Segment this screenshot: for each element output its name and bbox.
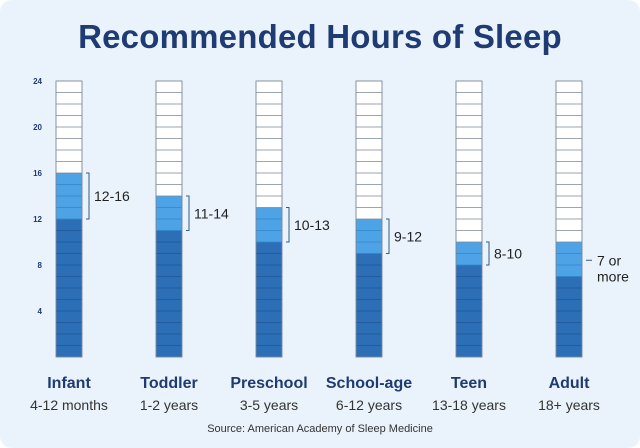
range-label-5: 7 or more (597, 252, 629, 284)
y-tick-label: 20 (33, 123, 42, 132)
range-bracket-4 (486, 241, 490, 266)
bar-minimum-3 (356, 253, 382, 357)
y-tick-label: 12 (33, 215, 42, 224)
category-label-4: Teen (451, 375, 487, 392)
range-label-1: 11-14 (194, 205, 229, 221)
category-label-3: School-age (326, 375, 412, 392)
range-bracket-2 (286, 207, 290, 243)
bar-range-5 (556, 242, 582, 277)
category-subtitle-0: 4-12 months (30, 397, 108, 413)
bar-range-1 (156, 196, 182, 231)
category-label-2: Preschool (230, 375, 307, 392)
bar-outline-4 (455, 80, 483, 358)
bar-range-2 (256, 207, 282, 242)
bar-outline-1 (155, 80, 183, 358)
category-label-1: Toddler (140, 375, 197, 392)
y-tick-label: 8 (38, 261, 43, 270)
range-label-3: 9-12 (394, 228, 422, 244)
bar-outline-5 (555, 80, 583, 358)
category-subtitle-1: 1-2 years (140, 397, 198, 413)
bar-outline-2 (255, 80, 283, 358)
range-bracket-3 (386, 218, 390, 254)
range-bracket-0 (86, 172, 90, 220)
category-subtitle-2: 3-5 years (240, 397, 298, 413)
range-bracket-1 (186, 195, 190, 231)
category-subtitle-3: 6-12 years (336, 397, 402, 413)
y-tick-label: 24 (33, 77, 42, 86)
range-label-2: 10-13 (294, 217, 330, 233)
chart-title: Recommended Hours of Sleep (78, 18, 562, 55)
category-label-5: Adult (549, 375, 591, 392)
range-label-4: 8-10 (494, 246, 522, 262)
y-tick-label: 4 (38, 307, 43, 316)
category-subtitle-4: 13-18 years (432, 397, 506, 413)
source-note: Source: American Academy of Sleep Medici… (207, 423, 433, 435)
bar-outline-0 (55, 80, 83, 358)
bar-outline-3 (355, 80, 383, 358)
bar-minimum-1 (156, 230, 182, 357)
category-subtitle-5: 18+ years (538, 397, 600, 413)
bar-minimum-5 (556, 276, 582, 357)
bar-range-3 (356, 219, 382, 254)
y-tick-label: 16 (33, 169, 42, 178)
category-label-0: Infant (47, 375, 91, 392)
range-label-0: 12-16 (94, 188, 130, 204)
